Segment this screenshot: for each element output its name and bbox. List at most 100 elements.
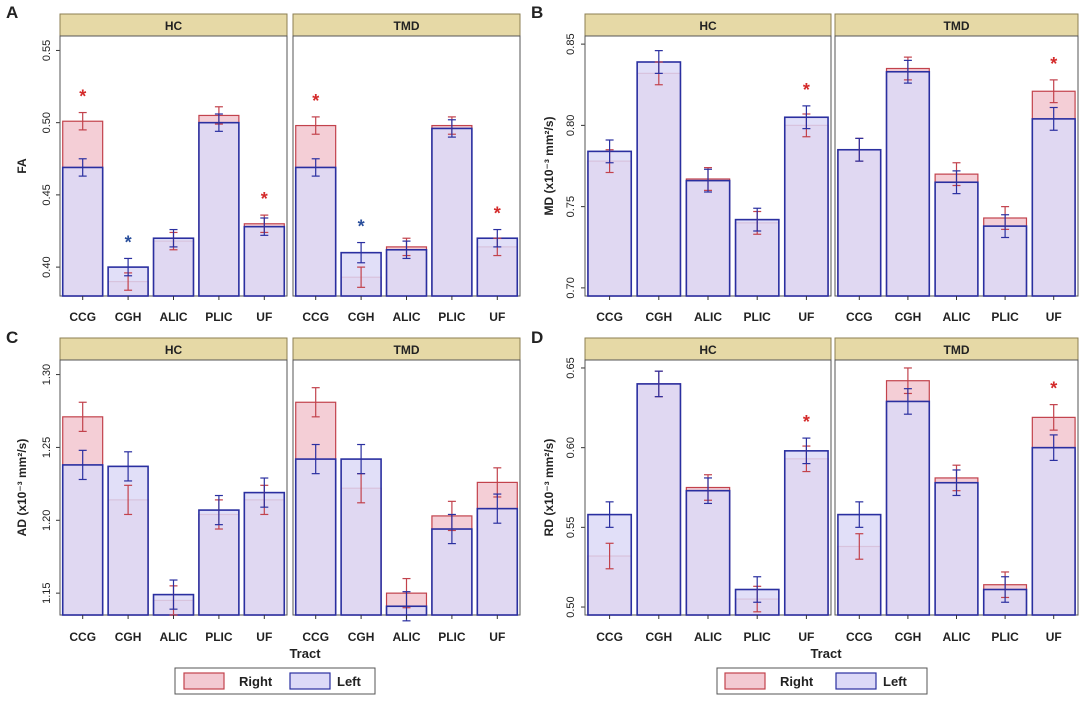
y-tick-label: 1.25 (41, 437, 53, 458)
category-label: ALIC (694, 310, 722, 324)
significance-star: * (125, 232, 132, 252)
category-label: CGH (895, 630, 922, 644)
y-tick-label: 0.80 (565, 115, 577, 136)
y-tick-label: 0.50 (41, 112, 53, 133)
facet-title: HC (165, 19, 183, 33)
significance-star: * (312, 91, 319, 111)
legend-right: Right Left (716, 667, 928, 695)
y-tick-label: 0.55 (41, 40, 53, 61)
y-tick-label: 0.45 (41, 184, 53, 205)
category-label: CCG (846, 310, 873, 324)
category-label: ALIC (393, 630, 421, 644)
bar-left (1031, 118, 1076, 297)
facet-title: HC (699, 19, 717, 33)
panel-letter: D (531, 328, 543, 347)
y-tick-label: 0.50 (565, 596, 577, 617)
panel-letter: A (6, 3, 18, 22)
legend-left-label: Left (883, 674, 908, 689)
legend-right-label: Right (780, 674, 814, 689)
category-label: UF (256, 630, 272, 644)
legend-right-swatch (724, 672, 766, 690)
facet-tmd: TMD CCG CGH ALIC PLIC UF * (834, 13, 1079, 324)
bar-left (783, 450, 829, 616)
category-label: PLIC (991, 310, 1019, 324)
category-label: CGH (645, 310, 672, 324)
bar-left (61, 166, 104, 297)
category-label: CGH (348, 310, 375, 324)
facet-title: TMD (394, 343, 420, 357)
legend-right-swatch (183, 672, 225, 690)
y-axis-label: MD (x10⁻³ mm²/s) (542, 116, 556, 215)
category-label: UF (489, 310, 505, 324)
x-axis-title-left: Tract (289, 646, 321, 661)
category-label: PLIC (991, 630, 1019, 644)
bar-left (885, 70, 931, 297)
panel-letter: B (531, 3, 543, 22)
category-label: CGH (115, 310, 142, 324)
bar-left (294, 166, 337, 297)
category-label: ALIC (393, 310, 421, 324)
legend-left: Right Left (174, 667, 376, 695)
significance-star: * (358, 217, 365, 237)
bar-left (243, 225, 286, 297)
y-tick-label: 0.75 (565, 196, 577, 217)
category-label: UF (798, 630, 814, 644)
facet-title: HC (165, 343, 183, 357)
significance-star: * (1050, 379, 1057, 399)
bar-left (431, 127, 473, 297)
bar-left (685, 179, 731, 297)
bar-left (783, 116, 829, 297)
legend-left-label: Left (337, 674, 362, 689)
facet-title: TMD (944, 343, 970, 357)
y-tick-label: 0.85 (565, 33, 577, 54)
panel-letter: C (6, 328, 18, 347)
category-label: ALIC (943, 630, 971, 644)
category-label: CCG (302, 630, 329, 644)
bar-left (934, 481, 979, 616)
category-label: CCG (69, 630, 96, 644)
category-label: PLIC (744, 310, 772, 324)
bar-left (61, 464, 104, 616)
bar-left (294, 458, 337, 616)
category-label: CCG (302, 310, 329, 324)
facet-title: TMD (944, 19, 970, 33)
facet-hc: HC CCG CGH ALIC PLIC UF * (584, 337, 832, 644)
bar-left (934, 181, 979, 297)
category-label: PLIC (205, 310, 233, 324)
panel-b: B MD (x10⁻³ mm²/s) 0.70 0.75 0.80 0.85 HC CCG CG… (531, 3, 1079, 324)
category-label: CGH (348, 630, 375, 644)
category-label: UF (1046, 310, 1062, 324)
bar-left (685, 489, 731, 616)
legend-left-swatch (289, 672, 331, 690)
bar-left (198, 121, 240, 297)
category-label: CGH (115, 630, 142, 644)
panel-a: A FA 0.40 0.45 0.50 0.55 HC CCG CGH ALIC PLIC UF * * *… (6, 3, 521, 324)
y-tick-label: 1.20 (41, 510, 53, 531)
category-label: PLIC (438, 310, 466, 324)
x-axis-title-right: Tract (810, 646, 842, 661)
y-axis-label: FA (15, 158, 29, 174)
category-label: CGH (645, 630, 672, 644)
category-label: ALIC (160, 630, 188, 644)
legend-right-label: Right (239, 674, 273, 689)
y-axis-label: RD (x10⁻³ mm²/s) (542, 439, 556, 537)
y-tick-label: 0.65 (565, 357, 577, 378)
y-axis-label: AD (x10⁻³ mm²/s) (15, 439, 29, 537)
facet-title: HC (699, 343, 717, 357)
bar-left (837, 148, 882, 297)
category-label: ALIC (160, 310, 188, 324)
significance-star: * (1050, 54, 1057, 74)
y-tick-label: 0.70 (565, 277, 577, 298)
category-label: ALIC (943, 310, 971, 324)
panel-d: D RD (x10⁻³ mm²/s) 0.50 0.55 0.60 0.65 HC CCG CG… (531, 328, 1079, 644)
category-label: CCG (69, 310, 96, 324)
facet-tmd: TMD CCG CGH ALIC PLIC UF * * * (292, 13, 521, 324)
significance-star: * (803, 412, 810, 432)
bar-left (837, 513, 882, 616)
category-label: PLIC (744, 630, 772, 644)
category-label: CCG (846, 630, 873, 644)
facet-hc: HC CCG CGH ALIC PLIC UF (59, 337, 288, 644)
facet-hc: HC CCG CGH ALIC PLIC UF * * * (59, 13, 288, 324)
facet-hc: HC CCG CGH ALIC PLIC UF * (584, 13, 832, 324)
